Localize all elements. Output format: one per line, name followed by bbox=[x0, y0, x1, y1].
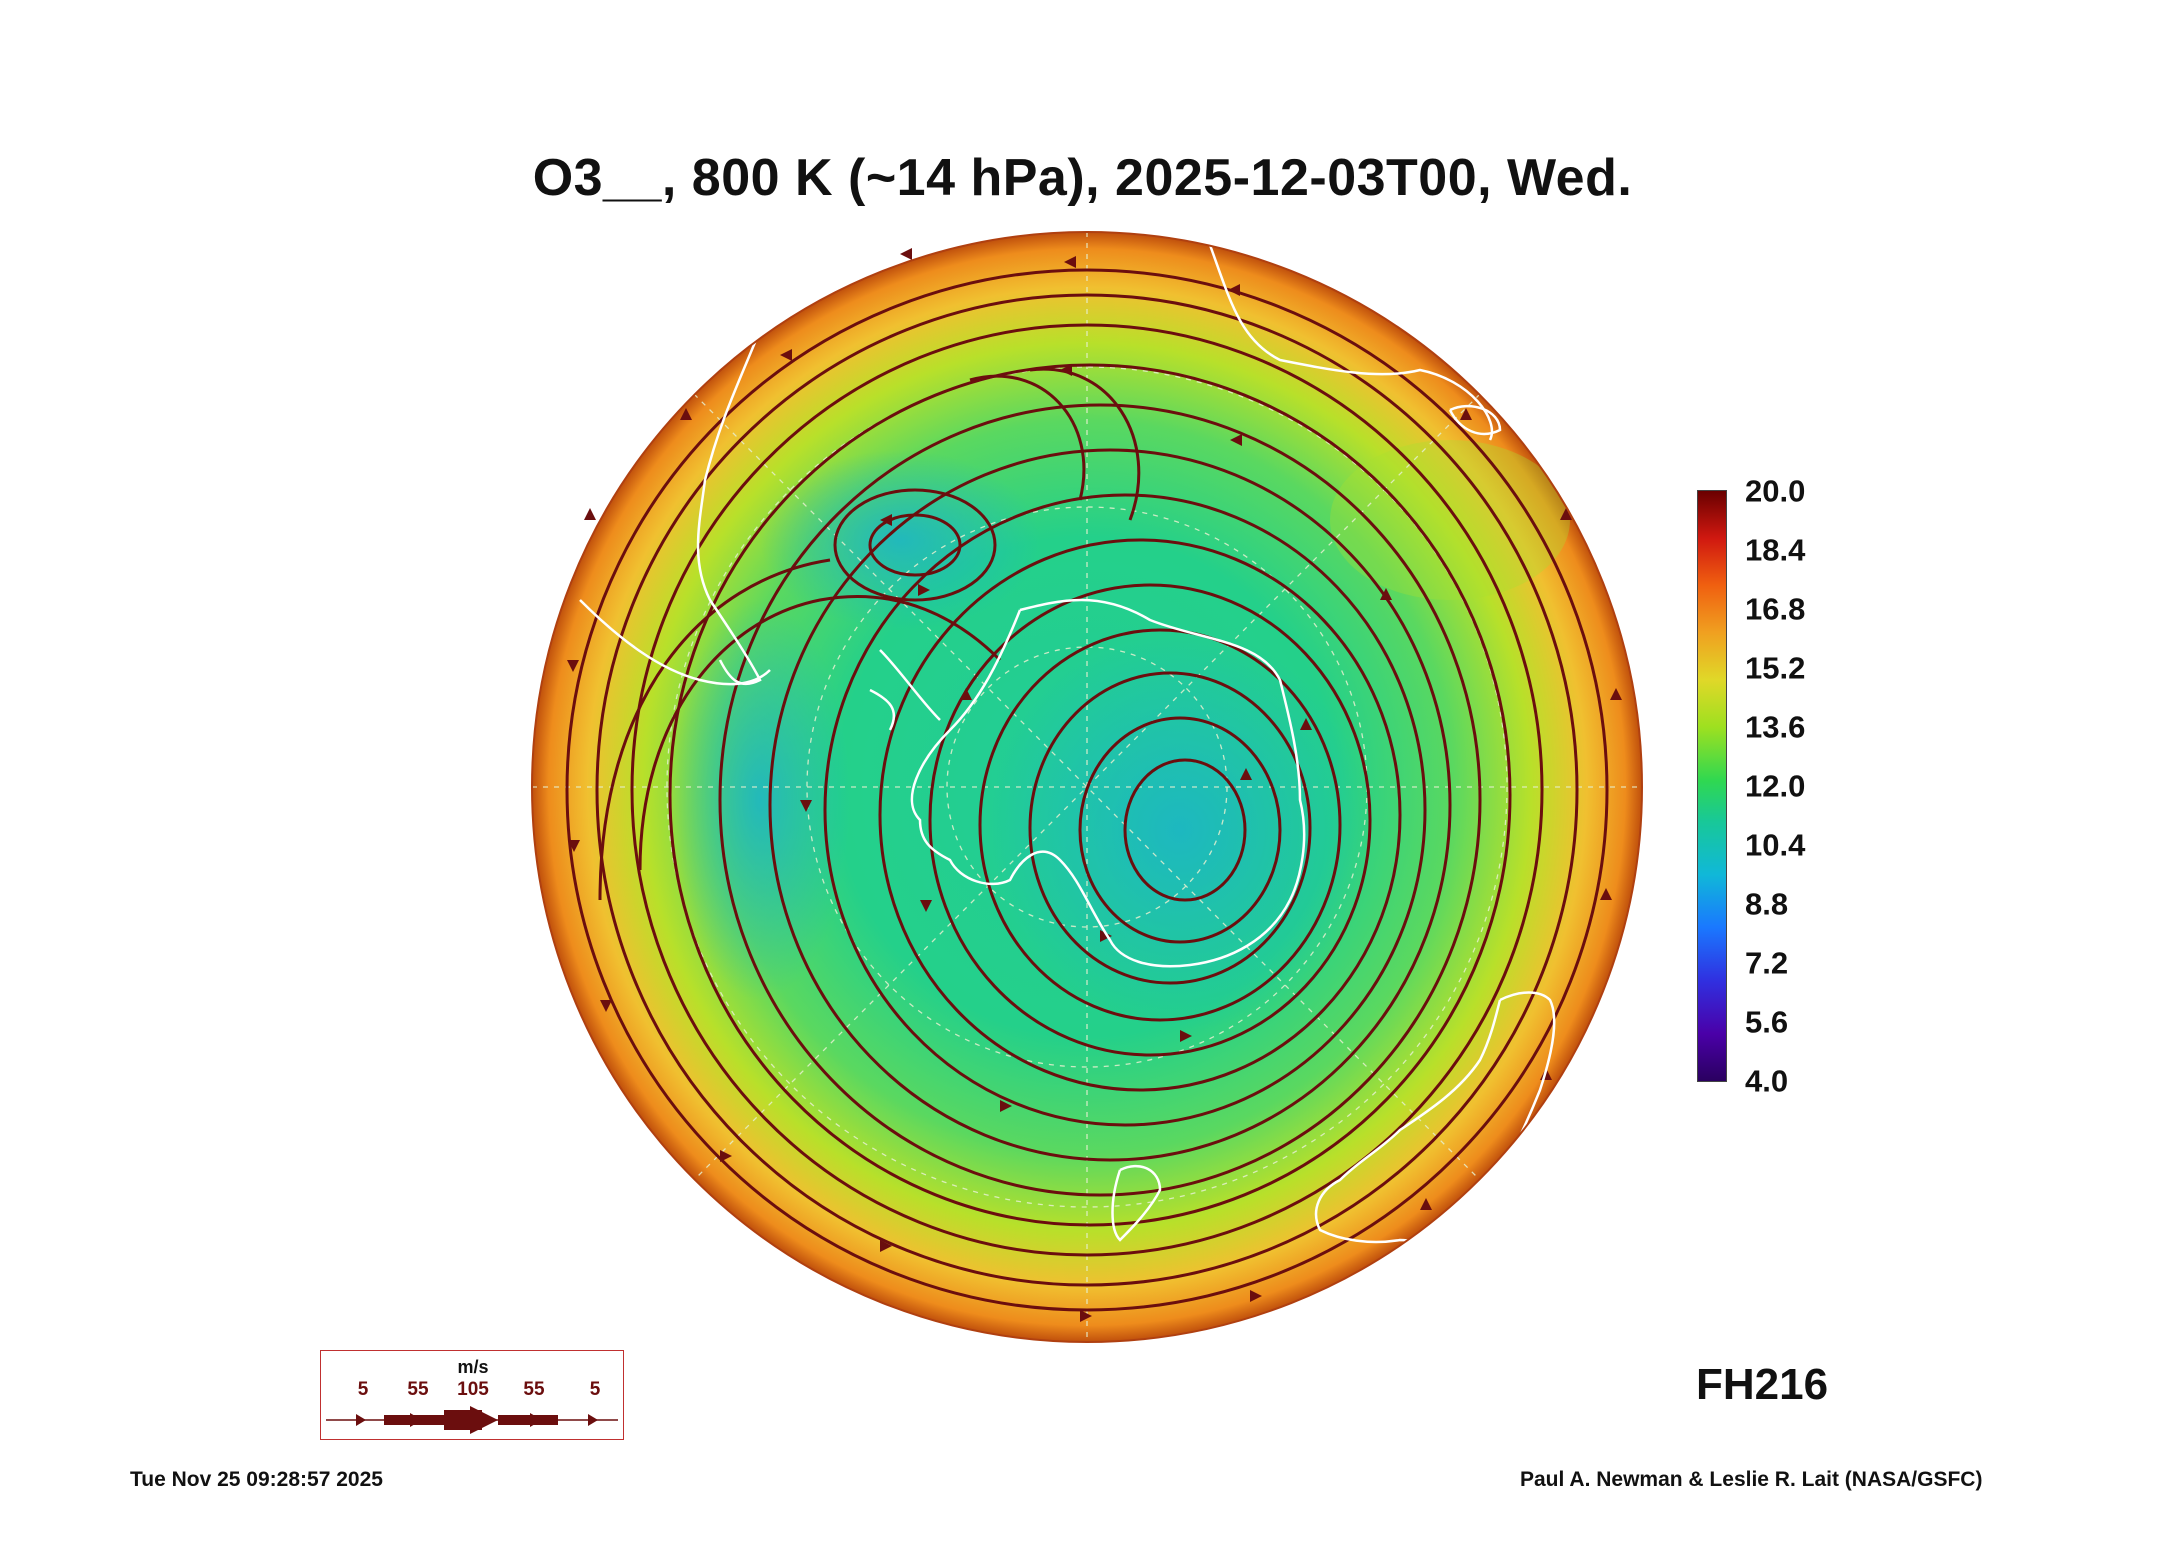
wind-streamlines bbox=[565, 268, 1609, 1312]
colorbar-label: 4.0 bbox=[1745, 1063, 1789, 1099]
colorbar-label: 15.2 bbox=[1745, 650, 1806, 686]
coastlines bbox=[579, 244, 1556, 1246]
colorbar-label: 7.2 bbox=[1745, 945, 1789, 981]
colorbar-label: 16.8 bbox=[1745, 591, 1806, 627]
colorbar-label: 18.4 bbox=[1745, 532, 1806, 568]
colorbar-label: 20.0 bbox=[1745, 473, 1806, 509]
map-boundary bbox=[531, 231, 1643, 1343]
wind-legend-tick: 55 bbox=[407, 1379, 429, 1400]
forecast-hour-label: FH216 bbox=[1696, 1360, 1829, 1409]
timestamp: Tue Nov 25 09:28:57 2025 bbox=[130, 1468, 383, 1491]
wind-speed-legend: m/s 5 55 105 55 5 bbox=[320, 1350, 624, 1440]
colorbar bbox=[1697, 490, 1727, 1082]
wind-legend-tick: 105 bbox=[457, 1379, 489, 1400]
wind-legend-tick: 55 bbox=[523, 1379, 545, 1400]
streamline-arrows bbox=[567, 248, 1622, 1322]
wind-legend-arrow bbox=[326, 1406, 618, 1434]
wind-legend-tick: 5 bbox=[357, 1379, 369, 1400]
colorbar-label: 5.6 bbox=[1745, 1004, 1789, 1040]
map-title: O3__, 800 K (~14 hPa), 2025-12-03T00, We… bbox=[532, 149, 1633, 207]
credit: Paul A. Newman & Leslie R. Lait (NASA/GS… bbox=[1520, 1468, 1983, 1491]
colorbar-label: 12.0 bbox=[1745, 768, 1806, 804]
colorbar-label: 10.4 bbox=[1745, 827, 1806, 863]
wind-legend-unit: m/s bbox=[457, 1357, 489, 1377]
colorbar-label: 13.6 bbox=[1745, 709, 1806, 745]
colorbar-label: 8.8 bbox=[1745, 886, 1789, 922]
wind-legend-tick: 5 bbox=[589, 1379, 601, 1400]
